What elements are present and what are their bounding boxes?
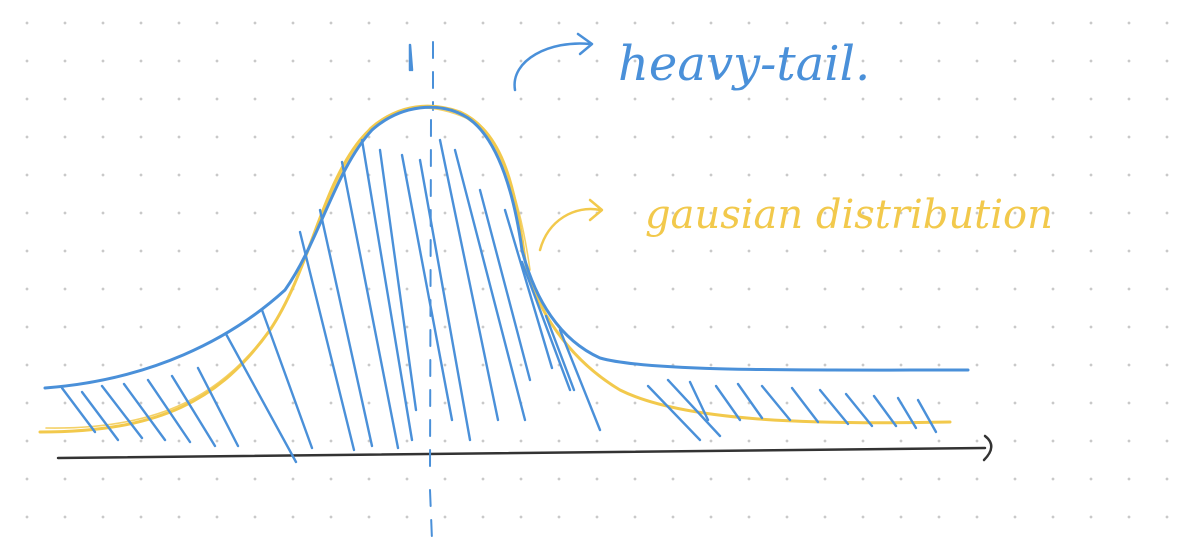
heavy-tail-hatching	[60, 138, 938, 464]
heavy-tail-arrow	[513, 32, 594, 92]
gaussian-arrow	[538, 198, 604, 252]
x-axis-arrowhead	[982, 434, 993, 462]
heavy-tail-label: heavy-tail.	[618, 36, 870, 92]
y-axis	[429, 41, 434, 541]
gaussian-label: gausian distribution	[645, 192, 1053, 238]
x-axis	[56, 446, 987, 460]
y-axis-arrowhead	[408, 43, 414, 72]
heavy-tail-curve	[43, 105, 970, 390]
